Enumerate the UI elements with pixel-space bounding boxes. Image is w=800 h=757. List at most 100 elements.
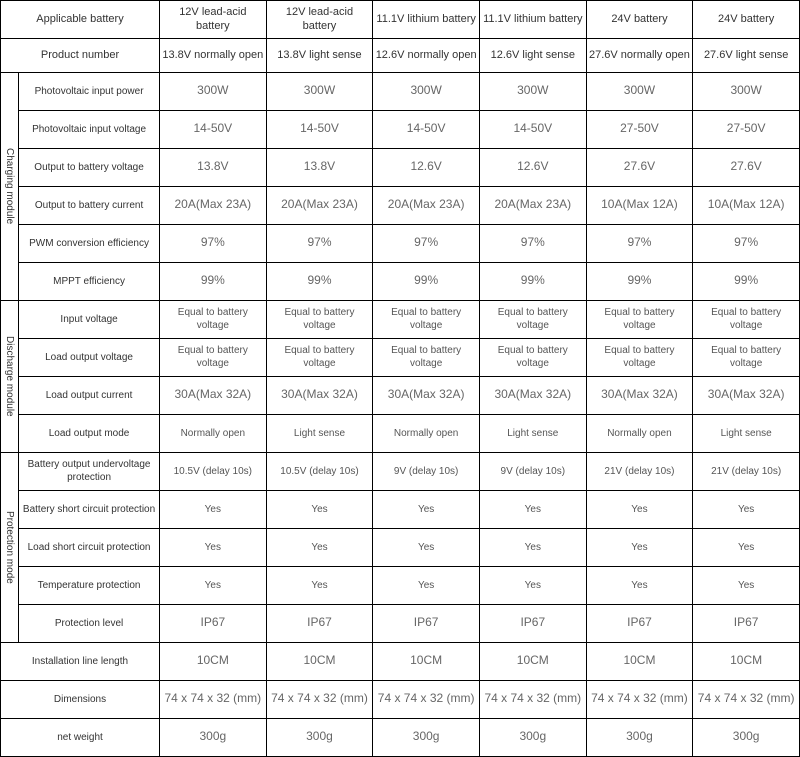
col-product-3: 12.6V light sense (479, 38, 586, 72)
row-label: Load output current (19, 376, 160, 414)
cell-value: Yes (266, 528, 373, 566)
cell-value: Yes (586, 528, 693, 566)
cell-value: 21V (delay 10s) (586, 452, 693, 490)
cell-value: 9V (delay 10s) (479, 452, 586, 490)
cell-value: 74 x 74 x 32 (mm) (266, 680, 373, 718)
cell-value: 74 x 74 x 32 (mm) (373, 680, 480, 718)
cell-value: Equal to battery voltage (373, 300, 480, 338)
col-battery-2: 11.1V lithium battery (373, 1, 480, 39)
cell-value: 300W (160, 72, 267, 110)
table-row: net weight300g300g300g300g300g300g (1, 718, 800, 756)
cell-value: 99% (160, 262, 267, 300)
cell-value: IP67 (479, 604, 586, 642)
row-label: Protection level (19, 604, 160, 642)
table-row: Installation line length10CM10CM10CM10CM… (1, 642, 800, 680)
table-row: Load output modeNormally open Light sense… (1, 414, 800, 452)
cell-value: 30A(Max 32A) (160, 376, 267, 414)
cell-value: Equal to battery voltage (693, 338, 800, 376)
cell-value: 9V (delay 10s) (373, 452, 480, 490)
cell-value: 74 x 74 x 32 (mm) (479, 680, 586, 718)
cell-value: 30A(Max 32A) (266, 376, 373, 414)
cell-value: Yes (160, 490, 267, 528)
cell-value: 300g (586, 718, 693, 756)
table-row: Battery short circuit protectionYesYesYe… (1, 490, 800, 528)
cell-value: 27-50V (586, 110, 693, 148)
table-row: Load output voltageEqual to battery volt… (1, 338, 800, 376)
row-label: Battery short circuit protection (19, 490, 160, 528)
row-label: Input voltage (19, 300, 160, 338)
cell-value: 21V (delay 10s) (693, 452, 800, 490)
cell-value: Yes (693, 490, 800, 528)
spec-table: Applicable battery 12V lead-acid battery… (0, 0, 800, 757)
cell-value: 99% (693, 262, 800, 300)
cell-value: 97% (266, 224, 373, 262)
table-row: Temperature protectionYesYesYesYesYesYes (1, 566, 800, 604)
col-battery-4: 24V battery (586, 1, 693, 39)
table-row: Protection modeBattery output undervolta… (1, 452, 800, 490)
cell-value: 74 x 74 x 32 (mm) (586, 680, 693, 718)
table-row: PWM conversion efficiency97%97%97%97%97%… (1, 224, 800, 262)
section-title: Charging module (1, 72, 19, 300)
cell-value: 27.6V (586, 148, 693, 186)
cell-value: 27.6V (693, 148, 800, 186)
cell-value: 10.5V (delay 10s) (160, 452, 267, 490)
cell-value: 30A(Max 32A) (373, 376, 480, 414)
cell-value: 300W (373, 72, 480, 110)
table-row: Output to battery voltage13.8V13.8V12.6V… (1, 148, 800, 186)
cell-value: 14-50V (266, 110, 373, 148)
cell-value: Yes (266, 566, 373, 604)
cell-value: Equal to battery voltage (586, 338, 693, 376)
col-product-0: 13.8V normally open (160, 38, 267, 72)
cell-value: 97% (586, 224, 693, 262)
section-title: Discharge module (1, 300, 19, 452)
cell-value: 97% (160, 224, 267, 262)
row-label: net weight (1, 718, 160, 756)
section-title: Protection mode (1, 452, 19, 642)
cell-value: 14-50V (160, 110, 267, 148)
cell-value: 300W (693, 72, 800, 110)
row-label: Output to battery voltage (19, 148, 160, 186)
cell-value: Equal to battery voltage (479, 300, 586, 338)
table-row: MPPT efficiency99%99%99%99%99%99% (1, 262, 800, 300)
col-battery-0: 12V lead-acid battery (160, 1, 267, 39)
cell-value: IP67 (586, 604, 693, 642)
cell-value: 20A(Max 23A) (373, 186, 480, 224)
row-label: Battery output undervoltage protection (19, 452, 160, 490)
cell-value: 10CM (266, 642, 373, 680)
cell-value: 14-50V (479, 110, 586, 148)
cell-value: Light sense (479, 414, 586, 452)
cell-value: 30A(Max 32A) (479, 376, 586, 414)
cell-value: 10CM (693, 642, 800, 680)
cell-value: Equal to battery voltage (586, 300, 693, 338)
cell-value: 13.8V (160, 148, 267, 186)
cell-value: Yes (373, 566, 480, 604)
cell-value: 10CM (586, 642, 693, 680)
cell-value: Yes (693, 528, 800, 566)
cell-value: Normally open (160, 414, 267, 452)
table-row: Load short circuit protectionYesYesYesYe… (1, 528, 800, 566)
cell-value: 99% (373, 262, 480, 300)
cell-value: Equal to battery voltage (693, 300, 800, 338)
row-label: Load output mode (19, 414, 160, 452)
table-row: Discharge moduleInput voltageEqual to ba… (1, 300, 800, 338)
table-row: Dimensions74 x 74 x 32 (mm)74 x 74 x 32 … (1, 680, 800, 718)
cell-value: Yes (266, 490, 373, 528)
col-battery-1: 12V lead-acid battery (266, 1, 373, 39)
cell-value: 97% (479, 224, 586, 262)
cell-value: 14-50V (373, 110, 480, 148)
cell-value: Equal to battery voltage (373, 338, 480, 376)
cell-value: IP67 (373, 604, 480, 642)
cell-value: 74 x 74 x 32 (mm) (160, 680, 267, 718)
table-row: Photovoltaic input voltage14-50V14-50V14… (1, 110, 800, 148)
cell-value: 10CM (479, 642, 586, 680)
row-label: Load short circuit protection (19, 528, 160, 566)
cell-value: IP67 (693, 604, 800, 642)
row-label: Photovoltaic input voltage (19, 110, 160, 148)
cell-value: 20A(Max 23A) (479, 186, 586, 224)
applicable-battery-label: Applicable battery (1, 1, 160, 39)
cell-value: IP67 (160, 604, 267, 642)
cell-value: Equal to battery voltage (160, 338, 267, 376)
col-product-4: 27.6V normally open (586, 38, 693, 72)
cell-value: Yes (586, 490, 693, 528)
row-label: Output to battery current (19, 186, 160, 224)
